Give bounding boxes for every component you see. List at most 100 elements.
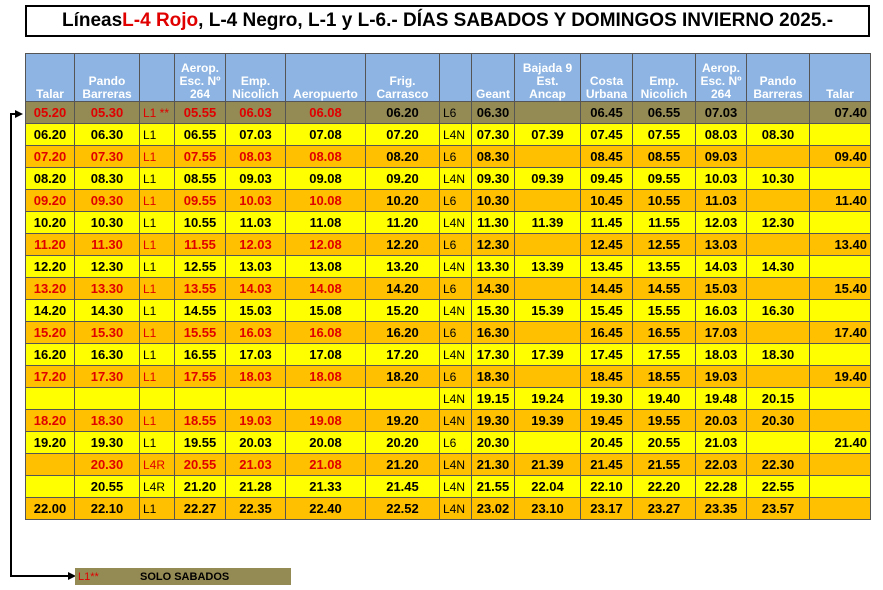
table-cell: 15.03: [225, 299, 286, 322]
table-cell: 15.55: [174, 321, 226, 344]
table-cell: 20.55: [74, 475, 140, 498]
table-cell: 15.39: [514, 299, 581, 322]
table-cell: 21.39: [514, 453, 581, 476]
table-cell: 14.20: [365, 277, 440, 300]
table-cell: 06.20: [365, 101, 440, 124]
table-cell: [809, 475, 871, 498]
table-cell: L1: [139, 255, 175, 278]
title-highlight: L-4 Rojo: [122, 10, 199, 31]
table-cell: 18.30: [74, 409, 140, 432]
table-cell: 14.03: [225, 277, 286, 300]
table-cell: 07.39: [514, 123, 581, 146]
table-cell: 14.08: [285, 277, 366, 300]
table-cell: [746, 277, 810, 300]
table-cell: 07.45: [580, 123, 633, 146]
table-cell: 18.45: [580, 365, 633, 388]
table-cell: 13.39: [514, 255, 581, 278]
table-cell: 20.30: [471, 431, 515, 454]
table-cell: [74, 387, 140, 410]
table-cell: 21.03: [225, 453, 286, 476]
table-cell: 06.30: [471, 101, 515, 124]
table-cell: L4N: [439, 343, 472, 366]
table-cell: 18.30: [746, 343, 810, 366]
table-cell: 10.08: [285, 189, 366, 212]
table-cell: 10.20: [365, 189, 440, 212]
table-cell: 22.04: [514, 475, 581, 498]
title-prefix: Líneas: [61, 10, 123, 31]
table-cell: [514, 321, 581, 344]
table-cell: L6: [439, 145, 472, 168]
table-cell: 14.45: [580, 277, 633, 300]
table-cell: 22.03: [695, 453, 747, 476]
table-cell: L1: [139, 497, 175, 520]
table-cell: 15.20: [25, 321, 75, 344]
column-header: [139, 53, 175, 102]
table-cell: 20.03: [695, 409, 747, 432]
table-cell: 16.30: [746, 299, 810, 322]
table-row: 05.20 05.30 L1 ** 05.55 06.03 06.08 06.20 L6 06.…: [25, 101, 871, 124]
table-cell: 22.35: [225, 497, 286, 520]
table-cell: 07.08: [285, 123, 366, 146]
table-cell: [746, 365, 810, 388]
table-cell: [746, 101, 810, 124]
table-cell: 18.08: [285, 365, 366, 388]
table-cell: 20.03: [225, 431, 286, 454]
table-cell: 19.24: [514, 387, 581, 410]
table-cell: [809, 123, 871, 146]
table-cell: [809, 299, 871, 322]
table-cell: 09.03: [695, 145, 747, 168]
table-cell: 15.20: [365, 299, 440, 322]
table-cell: 09.20: [25, 189, 75, 212]
table-row: 15.20 15.30 L1 15.55 16.03 16.08 16.20 L6 16.30 1…: [25, 321, 871, 344]
table-cell: [514, 277, 581, 300]
table-cell: 08.03: [225, 145, 286, 168]
table-cell: 11.55: [632, 211, 696, 234]
table-cell: 19.55: [632, 409, 696, 432]
table-cell: 10.30: [746, 167, 810, 190]
table-cell: 23.17: [580, 497, 633, 520]
table-cell: 21.40: [809, 431, 871, 454]
table-cell: 08.30: [471, 145, 515, 168]
table-cell: 15.55: [632, 299, 696, 322]
table-cell: 11.30: [74, 233, 140, 256]
table-cell: 22.55: [746, 475, 810, 498]
table-cell: 18.55: [174, 409, 226, 432]
table-cell: 22.10: [74, 497, 140, 520]
table-cell: L1: [139, 123, 175, 146]
table-cell: 18.03: [695, 343, 747, 366]
table-cell: 20.20: [365, 431, 440, 454]
legend: L1** SOLO SABADOS: [75, 568, 291, 585]
table-cell: 22.27: [174, 497, 226, 520]
table-row: 20.55 L4R 21.20 21.28 21.33 21.45 L4N 21.55 22.0…: [25, 475, 871, 498]
table-cell: 13.03: [225, 255, 286, 278]
table-cell: L6: [439, 277, 472, 300]
table-cell: 16.55: [632, 321, 696, 344]
table-cell: 16.45: [580, 321, 633, 344]
table-cell: 22.30: [746, 453, 810, 476]
column-header: Aeropuerto: [285, 53, 366, 102]
table-cell: 14.55: [632, 277, 696, 300]
table-cell: 12.20: [25, 255, 75, 278]
table-cell: 05.55: [174, 101, 226, 124]
table-cell: 07.55: [632, 123, 696, 146]
table-cell: 16.03: [695, 299, 747, 322]
table-row: 18.20 18.30 L1 18.55 19.03 19.08 19.20 L4N 19.30…: [25, 409, 871, 432]
table-cell: [285, 387, 366, 410]
table-cell: L6: [439, 101, 472, 124]
table-cell: 15.30: [471, 299, 515, 322]
table-cell: [225, 387, 286, 410]
table-cell: L4N: [439, 211, 472, 234]
table-cell: 10.03: [695, 167, 747, 190]
table-cell: [809, 387, 871, 410]
table-cell: 19.40: [809, 365, 871, 388]
table-cell: 20.45: [580, 431, 633, 454]
table-cell: 19.08: [285, 409, 366, 432]
table-cell: 06.20: [25, 123, 75, 146]
table-cell: 09.40: [809, 145, 871, 168]
table-cell: 19.03: [695, 365, 747, 388]
table-cell: 13.55: [632, 255, 696, 278]
table-cell: 21.20: [174, 475, 226, 498]
table-cell: 10.20: [25, 211, 75, 234]
table-cell: 21.28: [225, 475, 286, 498]
table-cell: 09.03: [225, 167, 286, 190]
